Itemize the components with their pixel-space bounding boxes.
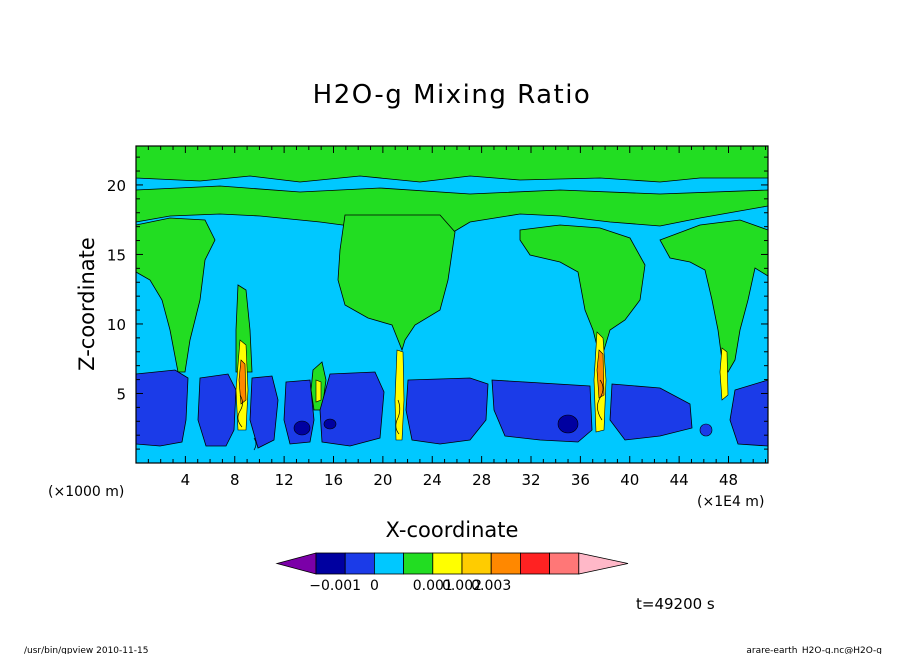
colorbar-label: 0 — [370, 578, 379, 594]
x-tick-label: 40 — [620, 471, 639, 489]
dry-layer-6 — [405, 377, 489, 445]
colorbar-label: −0.001 — [309, 578, 361, 594]
x-tick-labels: 4 8 12 16 20 24 28 32 36 40 44 48 — [181, 471, 738, 489]
x-tick-label: 32 — [521, 471, 540, 489]
plume-37-inner — [596, 349, 605, 399]
colorbar-swatch — [490, 552, 521, 575]
chart-title: H2O-g Mixing Ratio — [313, 80, 592, 110]
colorbar-arrow-low — [275, 552, 317, 575]
axis-ticks — [136, 146, 768, 463]
x-tick-label: 12 — [275, 471, 294, 489]
upper-green-band — [136, 146, 768, 183]
y-tick-label: 15 — [107, 246, 126, 264]
x-tick-label: 4 — [181, 471, 191, 489]
green-column-center — [337, 214, 456, 352]
dry-layer-2 — [197, 373, 237, 447]
dry-layer-3 — [249, 375, 279, 449]
plume-47 — [719, 347, 729, 401]
dry-layer-8 — [609, 383, 693, 441]
contour-field — [136, 146, 768, 463]
x-tick-label: 8 — [230, 471, 240, 489]
plume-turbulence — [237, 379, 604, 451]
time-label: t=49200 s — [636, 595, 715, 613]
colorbar-swatch — [432, 552, 463, 575]
dry-layer-9 — [729, 379, 768, 447]
y-tick-label: 10 — [107, 316, 126, 334]
plot-frame — [135, 145, 769, 464]
green-left-flank — [136, 217, 216, 373]
colorbar-swatch — [520, 552, 551, 575]
dry-pocket-d — [699, 423, 713, 437]
dry-layer-1 — [136, 369, 189, 447]
colorbar — [275, 552, 629, 575]
green-right-flank — [659, 219, 768, 373]
x-tick-label: 44 — [670, 471, 689, 489]
colorbar-swatch — [461, 552, 492, 575]
colorbar-label: 0.003 — [471, 578, 511, 594]
colorbar-arrow-high — [578, 552, 629, 575]
colorbar-swatch — [403, 552, 434, 575]
colorbar-swatch — [549, 552, 580, 575]
x-tick-label: 36 — [571, 471, 590, 489]
y-tick-label: 20 — [107, 177, 126, 195]
x-tick-label: 16 — [324, 471, 343, 489]
footer-left: /usr/bin/gpview 2010-11-15 — [24, 646, 148, 654]
colorbar-label: 0.001 — [413, 578, 453, 594]
dry-pocket-a — [293, 420, 311, 436]
y-axis-label: Z-coordinate — [75, 237, 99, 371]
colorbar-swatch — [344, 552, 375, 575]
plume-15 — [315, 379, 322, 403]
plume-21 — [394, 349, 405, 441]
colorbar-swatch — [315, 552, 346, 575]
x-tick-label: 20 — [373, 471, 392, 489]
dry-layer-7 — [491, 379, 593, 443]
y-tick-label: 5 — [116, 385, 126, 403]
plume-8-inner — [238, 359, 247, 405]
x-tick-label: 48 — [719, 471, 738, 489]
y-unit-label: (×1000 m) — [48, 484, 124, 500]
footer-right: arare-earth_H2O-g.nc@H2O-g — [746, 646, 882, 654]
x-unit-label: (×1E4 m) — [697, 494, 764, 510]
green-layer-lower — [136, 185, 768, 241]
dry-pocket-c — [557, 414, 579, 434]
colorbar-label: 0.002 — [442, 578, 482, 594]
dry-pocket-b — [323, 418, 337, 430]
dry-layer-5 — [319, 371, 385, 447]
x-axis-label: X-coordinate — [386, 518, 519, 542]
y-tick-labels: 5 10 15 20 — [107, 177, 126, 404]
x-tick-label: 24 — [423, 471, 442, 489]
colorbar-swatch — [373, 552, 404, 575]
x-tick-label: 28 — [472, 471, 491, 489]
